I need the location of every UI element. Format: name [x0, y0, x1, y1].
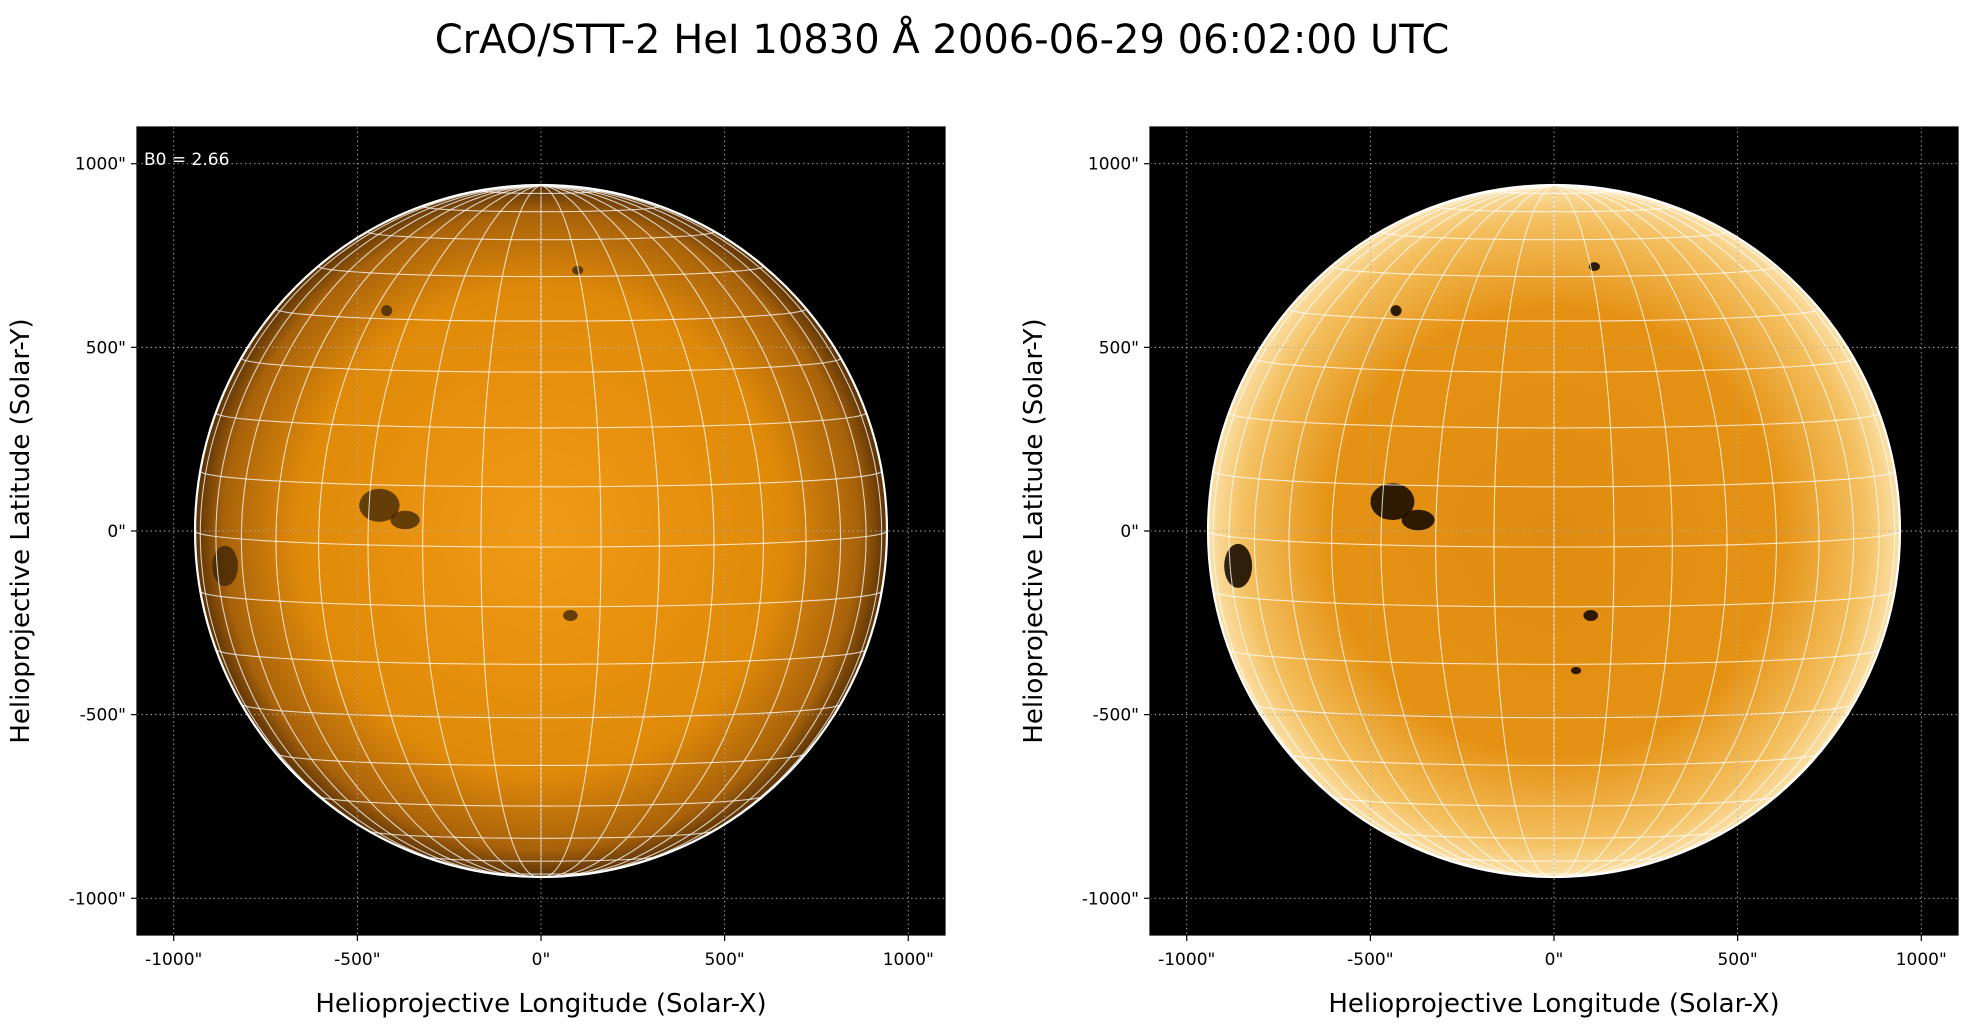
x-tick-label: 0"	[1545, 950, 1564, 970]
heliographic-grid	[1208, 185, 1900, 877]
left-panel: -1000" -500" 0" 500" 1000" -1000" -500" 0" 500" 1…	[6, 126, 946, 1019]
b0-annotation: B0 = 2.66	[144, 150, 229, 170]
y-tick-label: -1000"	[1082, 889, 1139, 909]
longitude-line	[1553, 185, 1855, 877]
longitude-line	[1493, 185, 1555, 877]
x-tick-label: 500"	[1717, 950, 1757, 970]
dark-feature-3	[563, 609, 578, 621]
dark-feature-2	[212, 545, 239, 587]
y-axis-label: Helioprojective Latitude (Solar-Y)	[6, 318, 36, 743]
x-tick-label: 0"	[532, 950, 551, 970]
longitude-line	[540, 185, 715, 877]
dark-feature-2	[1224, 543, 1253, 588]
dark-feature-3	[1588, 262, 1600, 271]
longitude-line	[318, 185, 542, 877]
longitude-line	[540, 185, 602, 877]
y-tick-label: 1000"	[75, 155, 126, 175]
y-tick-label: 1000"	[1088, 155, 1139, 175]
longitude-line	[275, 185, 542, 877]
longitude-line	[1331, 185, 1555, 877]
plot-area	[1150, 127, 1958, 935]
longitude-line	[1553, 185, 1880, 875]
longitude-line	[540, 185, 807, 877]
y-axis-label: Helioprojective Latitude (Solar-Y)	[1019, 318, 1049, 743]
y-tick-label: -1000"	[69, 889, 126, 909]
longitude-line	[1553, 185, 1728, 877]
dark-feature-6	[1570, 666, 1582, 675]
dark-feature-1	[1401, 509, 1435, 531]
x-tick-label: 500"	[704, 950, 744, 970]
figure-title: CrAO/STT-2 HeI 10830 Å 2006-06-29 06:02:…	[435, 15, 1450, 63]
x-tick-label: -500"	[334, 950, 380, 970]
x-tick-label: -1000"	[145, 950, 202, 970]
solar-limb	[193, 183, 889, 879]
x-tick-label: 1000"	[883, 950, 934, 970]
longitude-line	[540, 185, 660, 877]
x-axis-label: Helioprojective Longitude (Solar-X)	[1328, 989, 1779, 1019]
longitude-line	[422, 185, 542, 877]
longitude-line	[540, 185, 883, 865]
y-tick-label: 0"	[107, 522, 126, 542]
x-tick-label: 1000"	[1896, 950, 1947, 970]
dark-feature-4	[572, 265, 584, 275]
y-tick-label: -500"	[80, 706, 126, 726]
y-tick-label: -500"	[1093, 706, 1139, 726]
right-panel: -1000" -500" 0" 500" 1000" -1000" -500" 0" 500" 1…	[1019, 126, 1959, 1019]
longitude-line	[1228, 185, 1555, 875]
dark-feature-4	[1390, 305, 1402, 317]
longitude-line	[367, 185, 542, 877]
y-tick-label: 0"	[1120, 522, 1139, 542]
plot-area	[137, 127, 945, 935]
solar-limb	[1206, 183, 1902, 879]
longitude-line	[215, 185, 542, 875]
longitude-line	[1435, 185, 1555, 877]
longitude-line	[1253, 185, 1555, 877]
longitude-line	[540, 185, 842, 877]
longitude-line	[1380, 185, 1555, 877]
longitude-line	[480, 185, 542, 877]
longitude-line	[1553, 185, 1615, 877]
longitude-line	[1212, 185, 1555, 865]
longitude-line	[199, 185, 542, 865]
x-tick-label: -500"	[1347, 950, 1393, 970]
longitude-line	[1288, 185, 1555, 877]
x-tick-label: -1000"	[1158, 950, 1215, 970]
x-axis-label: Helioprojective Longitude (Solar-X)	[315, 989, 766, 1019]
y-tick-label: 500"	[1099, 338, 1139, 358]
longitude-line	[1553, 185, 1896, 865]
dark-feature-5	[381, 305, 393, 317]
longitude-line	[240, 185, 542, 877]
longitude-line	[540, 185, 867, 875]
dark-feature-1	[390, 510, 420, 530]
dark-feature-5	[1583, 609, 1599, 621]
longitude-line	[1553, 185, 1673, 877]
y-tick-label: 500"	[86, 338, 126, 358]
longitude-line	[1553, 185, 1820, 877]
